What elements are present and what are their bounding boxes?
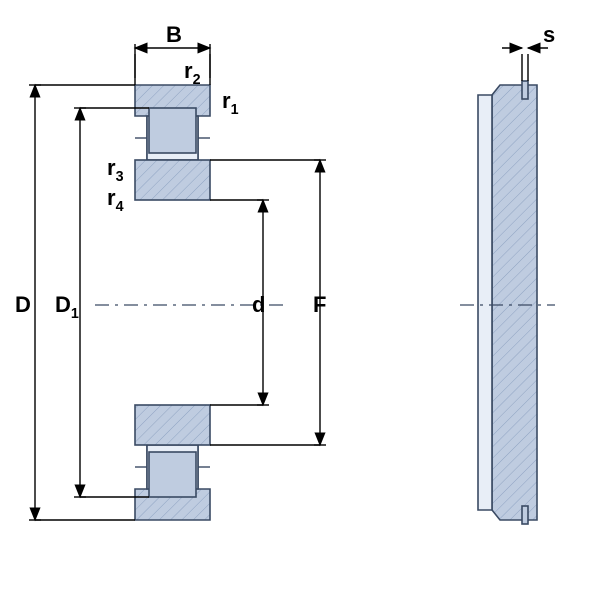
label-s: s (543, 22, 555, 47)
inner-ring-top (135, 160, 210, 200)
side-face (478, 95, 492, 510)
snap-ring-bot (522, 506, 528, 524)
snap-ring-top (522, 81, 528, 99)
bearing-diagram: Bs D D1 d Fr1 r2 r3r4 (0, 0, 600, 600)
dimension-lines (29, 44, 548, 520)
label-B: B (166, 22, 182, 47)
label-D1: D1 (55, 292, 79, 322)
roller-top (149, 108, 196, 153)
label-F: F (313, 292, 326, 317)
label-r3: r3 (107, 155, 124, 185)
inner-ring-bot (135, 405, 210, 445)
label-D: D (15, 292, 31, 317)
label-r4: r4 (107, 185, 124, 215)
label-r2: r2 (184, 58, 201, 88)
label-d: d (252, 292, 265, 317)
side-ring (492, 85, 537, 520)
side-view (460, 81, 555, 524)
roller-bot (149, 452, 196, 497)
dimension-labels: Bs D D1 d Fr1 r2 r3r4 (15, 22, 555, 322)
label-r1: r1 (222, 88, 239, 118)
